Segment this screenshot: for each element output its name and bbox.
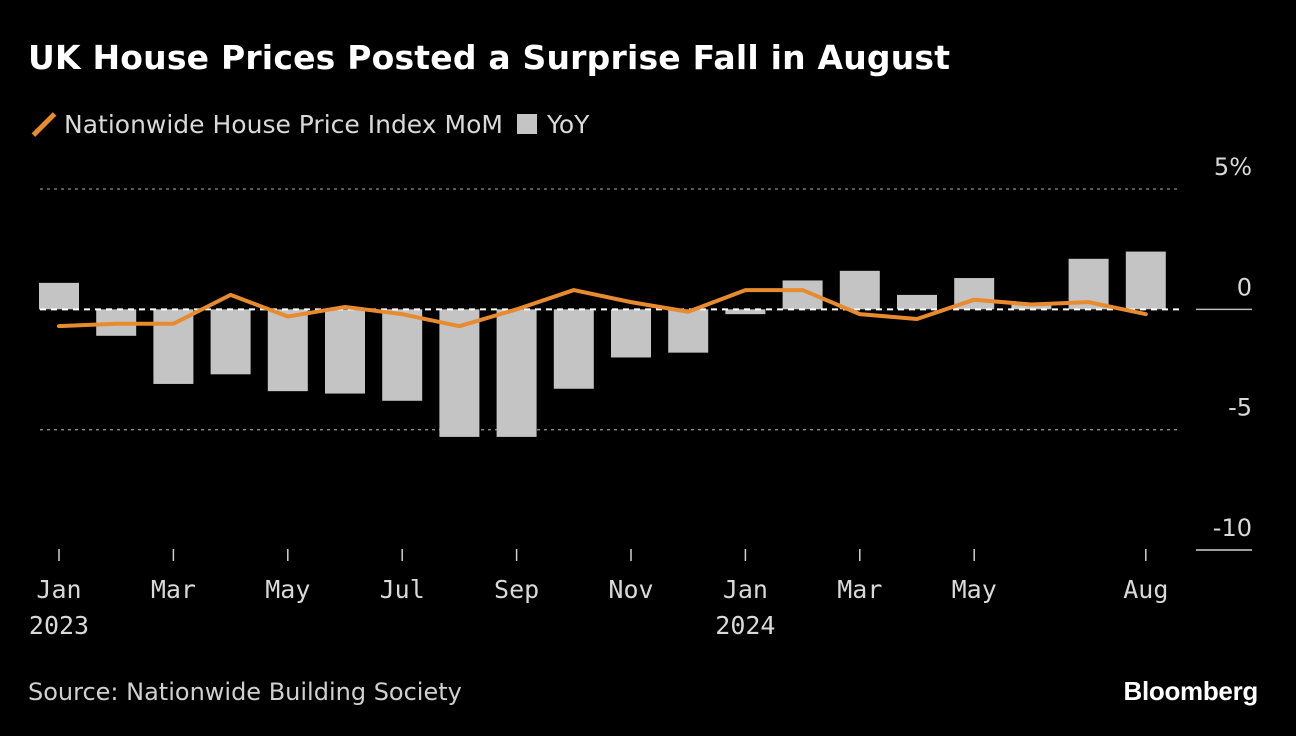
bar-swatch-icon xyxy=(516,114,537,134)
legend-label-yoy: YoY xyxy=(546,109,590,139)
x-tick-label: Jul xyxy=(380,575,425,604)
yoy-bar xyxy=(725,309,766,315)
chart-title: UK House Prices Posted a Surprise Fall i… xyxy=(28,38,951,77)
x-tick-label: Mar xyxy=(837,575,882,604)
yoy-bar xyxy=(1011,304,1052,310)
x-tick-label: Jan xyxy=(36,575,81,604)
x-tick-label: Mar xyxy=(151,575,196,604)
x-tick-year-label: 2023 xyxy=(29,611,89,640)
yoy-bar xyxy=(439,309,480,437)
yoy-bar xyxy=(839,270,880,310)
legend-item-yoy: YoY xyxy=(516,109,590,139)
x-tick-label: Jan xyxy=(723,575,768,604)
mom-series-line xyxy=(57,288,1148,329)
x-tick-label: Sep xyxy=(494,575,539,604)
yoy-bar xyxy=(553,309,594,389)
yoy-bar xyxy=(153,309,194,384)
x-tick-year-label: 2024 xyxy=(715,611,775,640)
yoy-bar xyxy=(611,309,651,358)
yoy-bar xyxy=(668,309,709,353)
y-tick-label: 0 xyxy=(1237,273,1252,301)
legend-item-mom: Nationwide House Price Index MoM xyxy=(28,110,503,139)
yoy-bar xyxy=(267,309,308,392)
yoy-bar xyxy=(39,282,79,310)
y-tick-label: -5 xyxy=(1228,394,1252,422)
legend-label-mom: Nationwide House Price Index MoM xyxy=(64,109,503,139)
x-tick-label: May xyxy=(952,575,997,604)
y-tick-label: 5% xyxy=(1214,153,1252,181)
y-tick-label: -10 xyxy=(1213,514,1252,542)
source-note: Source: Nationwide Building Society xyxy=(28,678,462,706)
yoy-bar xyxy=(496,309,537,437)
x-tick-label: May xyxy=(265,575,310,604)
yoy-bar xyxy=(1125,251,1166,310)
bloomberg-logo: Bloomberg xyxy=(1123,676,1258,706)
yoy-bar xyxy=(210,309,251,375)
x-tick-label: Nov xyxy=(608,575,653,604)
legend: Nationwide House Price Index MoM YoY xyxy=(28,106,589,142)
yoy-bar xyxy=(382,309,423,401)
yoy-bar xyxy=(325,309,365,394)
yoy-bar xyxy=(897,294,937,310)
x-tick-label: Aug xyxy=(1123,575,1168,604)
